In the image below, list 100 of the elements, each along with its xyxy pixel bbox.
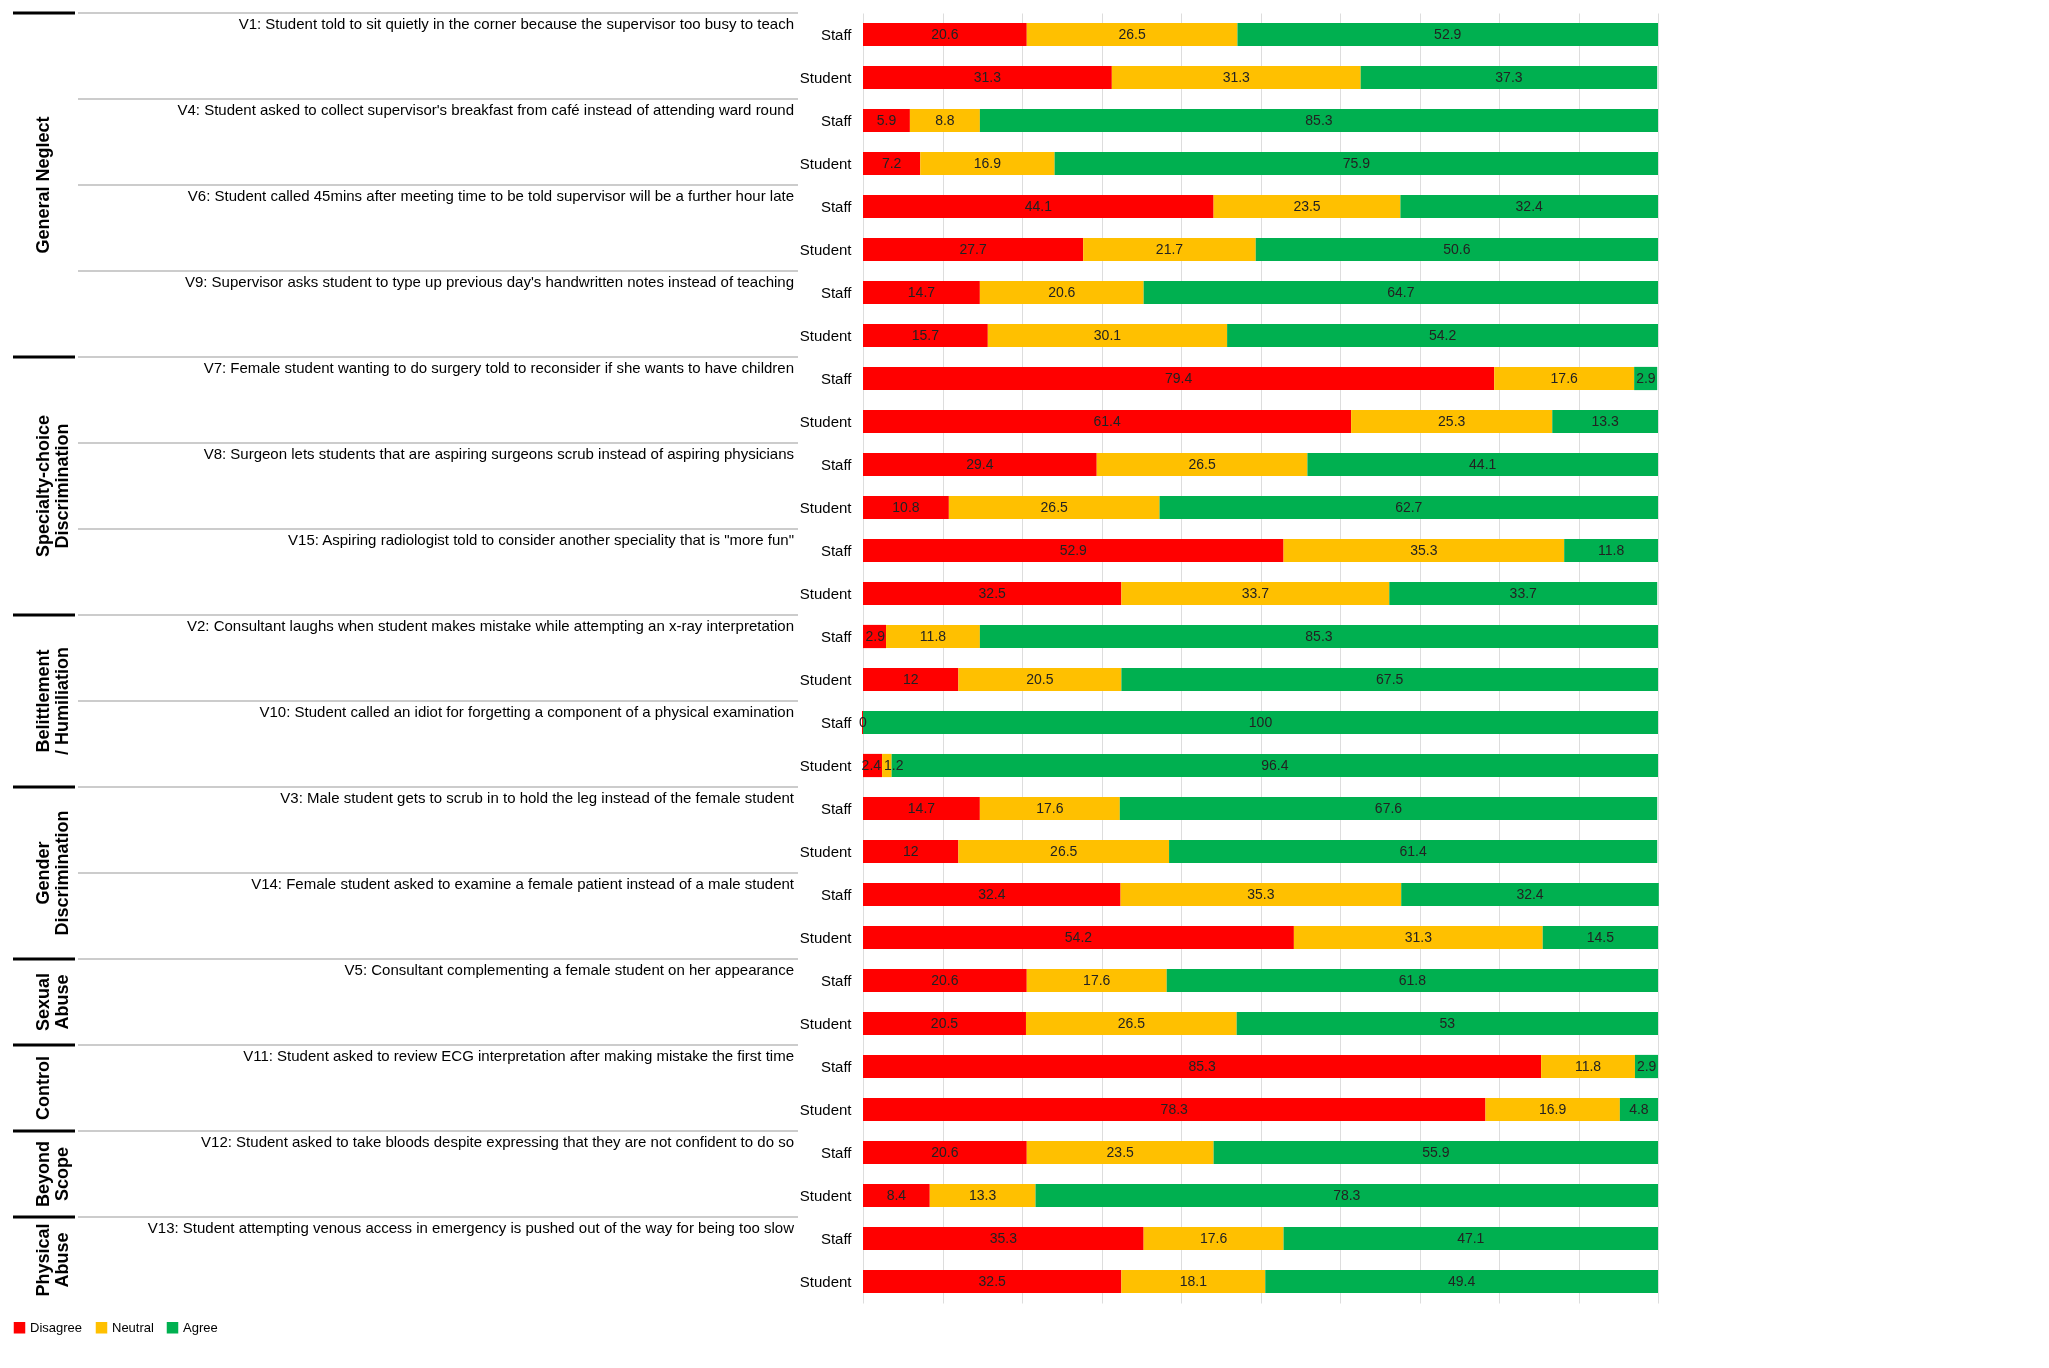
data-label: 26.5 xyxy=(1188,455,1216,472)
data-label: 5.9 xyxy=(876,111,897,128)
data-label: 61.4 xyxy=(1399,842,1427,859)
bar xyxy=(863,1011,1026,1036)
bar xyxy=(929,1183,1036,1208)
bar xyxy=(863,65,1112,90)
data-label: 17.6 xyxy=(1199,1229,1228,1246)
data-label: 25.3 xyxy=(1438,412,1466,429)
y-tick-label: Staff xyxy=(820,628,853,645)
text: V13: Student attempting venous access in emergency is pushed out of the way for being too slow xyxy=(147,1218,795,1236)
data-label: 16.9 xyxy=(1539,1100,1567,1117)
bar xyxy=(863,323,988,348)
data-label: 52.9 xyxy=(1059,541,1088,558)
bar xyxy=(863,882,1121,907)
y-tick-label: Staff xyxy=(820,886,853,903)
data-label: 61.4 xyxy=(1093,412,1121,429)
y-tick-label: Staff xyxy=(820,198,853,215)
bar xyxy=(979,108,1658,133)
bar xyxy=(863,1054,1542,1079)
bar xyxy=(1564,538,1658,563)
bar xyxy=(1143,1226,1284,1251)
text: General Neglect xyxy=(33,116,53,254)
bar xyxy=(1237,22,1658,47)
bar xyxy=(863,968,1027,993)
data-label: 13.3 xyxy=(1591,412,1619,429)
data-label: 33.7 xyxy=(1241,584,1270,601)
data-label: 18.1 xyxy=(1179,1272,1208,1289)
data-label: 54.2 xyxy=(1428,326,1457,343)
bar xyxy=(1283,538,1565,563)
data-label: 11.8 xyxy=(1574,1057,1602,1074)
data-label: 32.5 xyxy=(978,584,1007,601)
data-label: 32.5 xyxy=(978,1272,1007,1289)
data-label: 16.9 xyxy=(973,154,1002,171)
data-label: 32.4 xyxy=(1516,885,1544,902)
bar xyxy=(1552,409,1658,434)
data-label: 17.6 xyxy=(1083,971,1111,988)
data-label: 30.1 xyxy=(1093,326,1122,343)
bar xyxy=(863,1140,1027,1165)
data-label: 85.3 xyxy=(1305,627,1333,644)
bar xyxy=(987,323,1228,348)
text: Beyond Scope xyxy=(33,1140,72,1208)
data-label: 61.8 xyxy=(1398,971,1427,988)
bar xyxy=(958,667,1122,692)
y-tick-label: Staff xyxy=(820,112,853,129)
data-label: 14.7 xyxy=(907,283,936,300)
bar xyxy=(979,280,1144,305)
data-label: 67.6 xyxy=(1374,799,1403,816)
data-label: 4.8 xyxy=(1629,1100,1649,1117)
data-label: 53 xyxy=(1439,1014,1456,1031)
data-label: 12 xyxy=(902,670,919,687)
y-tick-label: Student xyxy=(799,757,853,774)
bar xyxy=(1400,194,1658,219)
bar xyxy=(1351,409,1553,434)
bar xyxy=(863,1226,1144,1251)
y-tick-label: Staff xyxy=(820,456,853,473)
text: V7: Female student wanting to do surgery told to reconsider if she wants to have children xyxy=(203,358,794,376)
text: V4: Student asked to collect supervisor's breakfast from café instead of attending ward round xyxy=(177,100,794,118)
y-tick-label: Staff xyxy=(820,284,853,301)
y-tick-label: Student xyxy=(799,327,853,344)
bar xyxy=(1283,1226,1658,1251)
bar xyxy=(1389,581,1658,606)
bar xyxy=(1236,1011,1658,1036)
data-label: 50.6 xyxy=(1443,240,1471,257)
data-label: 32.4 xyxy=(1515,197,1544,214)
data-label: 27.7 xyxy=(959,240,987,257)
data-label: 37.3 xyxy=(1495,68,1523,85)
bar xyxy=(863,366,1495,391)
bar xyxy=(863,495,949,520)
data-label: 13.3 xyxy=(969,1186,997,1203)
data-label: 29.4 xyxy=(966,455,994,472)
data-label: 7.2 xyxy=(881,154,902,171)
text: Gender Discrimination xyxy=(33,810,72,936)
bar xyxy=(863,151,921,176)
text: Sexual Abuse xyxy=(33,972,72,1032)
bar xyxy=(1166,968,1658,993)
y-tick-label: Staff xyxy=(820,370,853,387)
bar xyxy=(863,667,959,692)
bar xyxy=(1293,925,1543,950)
y-tick-label: Student xyxy=(799,671,853,688)
data-label: 0 xyxy=(859,713,868,730)
data-label: 55.9 xyxy=(1422,1143,1450,1160)
data-label: 85.3 xyxy=(1305,111,1333,128)
bar xyxy=(1169,839,1658,864)
bar xyxy=(979,796,1120,821)
text: V12: Student asked to take bloods despite expressing that they are not confident to do so xyxy=(201,1132,794,1150)
data-label: 12 xyxy=(902,842,919,859)
data-label: 8.4 xyxy=(886,1186,907,1203)
bar xyxy=(863,1097,1486,1122)
data-label: 44.1 xyxy=(1469,455,1497,472)
data-label: 26.5 xyxy=(1040,498,1069,515)
data-label: 11.8 xyxy=(1597,541,1625,558)
bar xyxy=(1096,452,1308,477)
y-tick-label: Student xyxy=(799,1187,853,1204)
data-label: 14.7 xyxy=(907,799,936,816)
bar xyxy=(886,624,980,649)
data-label: 23.5 xyxy=(1106,1143,1135,1160)
bar xyxy=(909,108,980,133)
bar xyxy=(1307,452,1658,477)
data-label: 78.3 xyxy=(1160,1100,1189,1117)
data-label: 20.6 xyxy=(931,1143,959,1160)
